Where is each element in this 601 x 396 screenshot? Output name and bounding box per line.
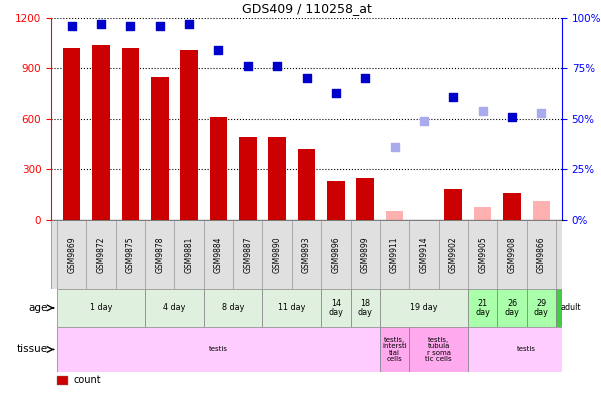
Point <box>419 118 429 124</box>
Bar <box>321 289 350 327</box>
Text: age: age <box>29 303 48 313</box>
Text: GSM9899: GSM9899 <box>361 236 370 273</box>
Point <box>96 21 106 27</box>
Point <box>390 144 400 150</box>
Bar <box>239 137 257 220</box>
Text: GSM9893: GSM9893 <box>302 236 311 273</box>
Bar <box>180 50 198 220</box>
Text: 4 day: 4 day <box>163 303 186 312</box>
Text: GSM9911: GSM9911 <box>390 236 399 273</box>
Text: GSM9866: GSM9866 <box>537 236 546 273</box>
Point <box>331 89 341 96</box>
Bar <box>468 289 498 327</box>
Bar <box>356 178 374 220</box>
Bar <box>63 48 81 220</box>
Text: testis: testis <box>209 346 228 352</box>
Point <box>478 108 487 114</box>
Text: 18
day: 18 day <box>358 299 373 317</box>
Text: count: count <box>74 375 102 385</box>
Text: GSM9869: GSM9869 <box>67 236 76 273</box>
Bar <box>151 77 168 220</box>
Point <box>185 21 194 27</box>
Bar <box>503 193 521 220</box>
Bar <box>92 45 110 220</box>
Text: GSM9887: GSM9887 <box>243 236 252 273</box>
Bar <box>556 289 585 327</box>
Point <box>213 47 223 53</box>
Bar <box>445 189 462 220</box>
Title: GDS409 / 110258_at: GDS409 / 110258_at <box>242 2 371 15</box>
Text: 8 day: 8 day <box>222 303 244 312</box>
Point <box>448 93 458 100</box>
Text: GSM9902: GSM9902 <box>449 236 458 273</box>
Point <box>243 63 252 69</box>
Bar <box>145 289 204 327</box>
Bar <box>532 201 550 220</box>
Text: GSM9890: GSM9890 <box>273 236 282 273</box>
Bar <box>474 207 492 220</box>
Text: GSM9872: GSM9872 <box>97 236 106 273</box>
Text: GSM9908: GSM9908 <box>507 236 516 273</box>
Bar <box>468 327 585 372</box>
Bar <box>380 289 468 327</box>
Point <box>507 114 517 120</box>
Text: GSM9878: GSM9878 <box>155 236 164 273</box>
Bar <box>297 149 316 220</box>
Text: 1 day: 1 day <box>90 303 112 312</box>
Bar <box>268 137 286 220</box>
Bar <box>263 289 321 327</box>
Text: tissue: tissue <box>17 345 48 354</box>
Text: 29
day: 29 day <box>534 299 549 317</box>
Bar <box>350 289 380 327</box>
Text: testis: testis <box>517 346 536 352</box>
Text: 14
day: 14 day <box>328 299 343 317</box>
Bar <box>380 327 409 372</box>
Point <box>361 75 370 82</box>
Point <box>302 75 311 82</box>
Text: GSM9884: GSM9884 <box>214 236 223 273</box>
Text: GSM9905: GSM9905 <box>478 236 487 273</box>
Text: testis,
tubula
r soma
tic cells: testis, tubula r soma tic cells <box>426 337 452 362</box>
Bar <box>409 327 468 372</box>
Text: testis,
intersti
tial
cells: testis, intersti tial cells <box>382 337 407 362</box>
Text: GSM9914: GSM9914 <box>419 236 429 273</box>
Bar <box>204 289 263 327</box>
Point <box>155 23 165 29</box>
Bar <box>57 327 380 372</box>
Bar <box>327 181 345 220</box>
Text: adult: adult <box>561 303 581 312</box>
Bar <box>386 211 403 220</box>
Text: GSM9881: GSM9881 <box>185 236 194 272</box>
Text: 11 day: 11 day <box>278 303 305 312</box>
Bar <box>526 289 556 327</box>
Text: GSM9896: GSM9896 <box>331 236 340 273</box>
Bar <box>121 48 139 220</box>
Bar <box>498 289 526 327</box>
Point <box>67 23 76 29</box>
Bar <box>210 117 227 220</box>
Text: 26
day: 26 day <box>505 299 519 317</box>
Point <box>272 63 282 69</box>
Point <box>537 110 546 116</box>
Text: 19 day: 19 day <box>410 303 438 312</box>
Text: GSM9875: GSM9875 <box>126 236 135 273</box>
Bar <box>57 289 145 327</box>
Point <box>126 23 135 29</box>
Text: 21
day: 21 day <box>475 299 490 317</box>
